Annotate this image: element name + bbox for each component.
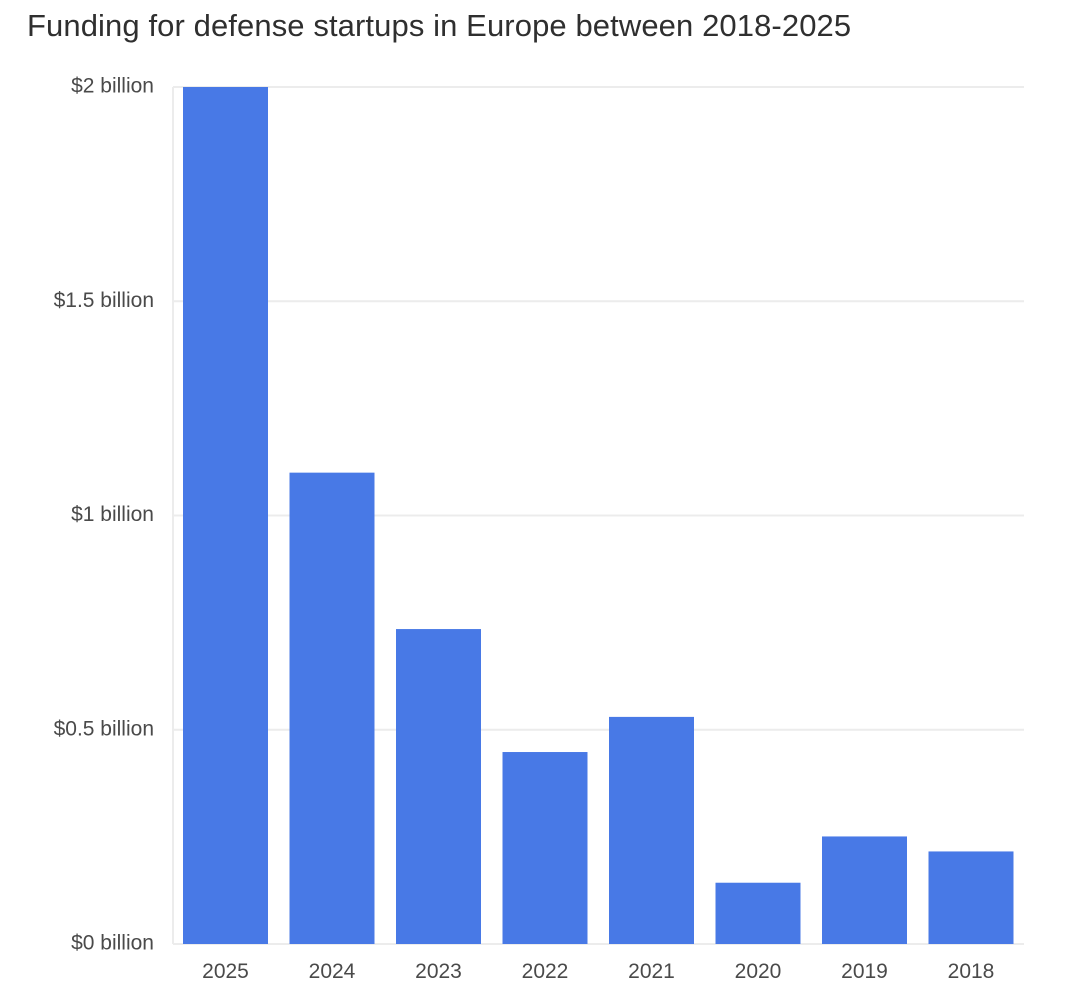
chart-title: Funding for defense startups in Europe b…	[27, 8, 852, 43]
x-tick-label-2019: 2019	[841, 960, 888, 983]
x-tick-label-2022: 2022	[522, 960, 569, 983]
x-tick-label-2025: 2025	[202, 960, 249, 983]
bar-2023	[396, 629, 481, 944]
y-tick-label: $0 billion	[71, 932, 154, 955]
y-tick-label: $1 billion	[71, 503, 154, 526]
bar-2018	[928, 851, 1014, 944]
y-axis-labels: $0 billion $0.5 billion $1 billion $1.5 bil…	[54, 75, 154, 955]
y-tick-label: $0.5 billion	[54, 717, 154, 740]
y-tick-label: $1.5 billion	[54, 289, 154, 312]
bar-2025	[183, 87, 268, 944]
bar-2022	[502, 752, 588, 944]
x-tick-label-2021: 2021	[628, 960, 675, 983]
bar-2021	[609, 716, 694, 944]
x-tick-label-2018: 2018	[948, 960, 995, 983]
bar-2020	[715, 882, 801, 944]
x-tick-label-2023: 2023	[415, 960, 462, 983]
bar-2024	[289, 472, 375, 944]
x-tick-label-2024: 2024	[309, 960, 356, 983]
bar-2019	[822, 836, 907, 944]
y-tick-label: $2 billion	[71, 75, 154, 98]
bars	[183, 87, 1014, 944]
x-axis-labels: 2025 2024 2023 2022 2021 2020 2019 2018	[202, 960, 994, 983]
x-tick-label-2020: 2020	[735, 960, 782, 983]
